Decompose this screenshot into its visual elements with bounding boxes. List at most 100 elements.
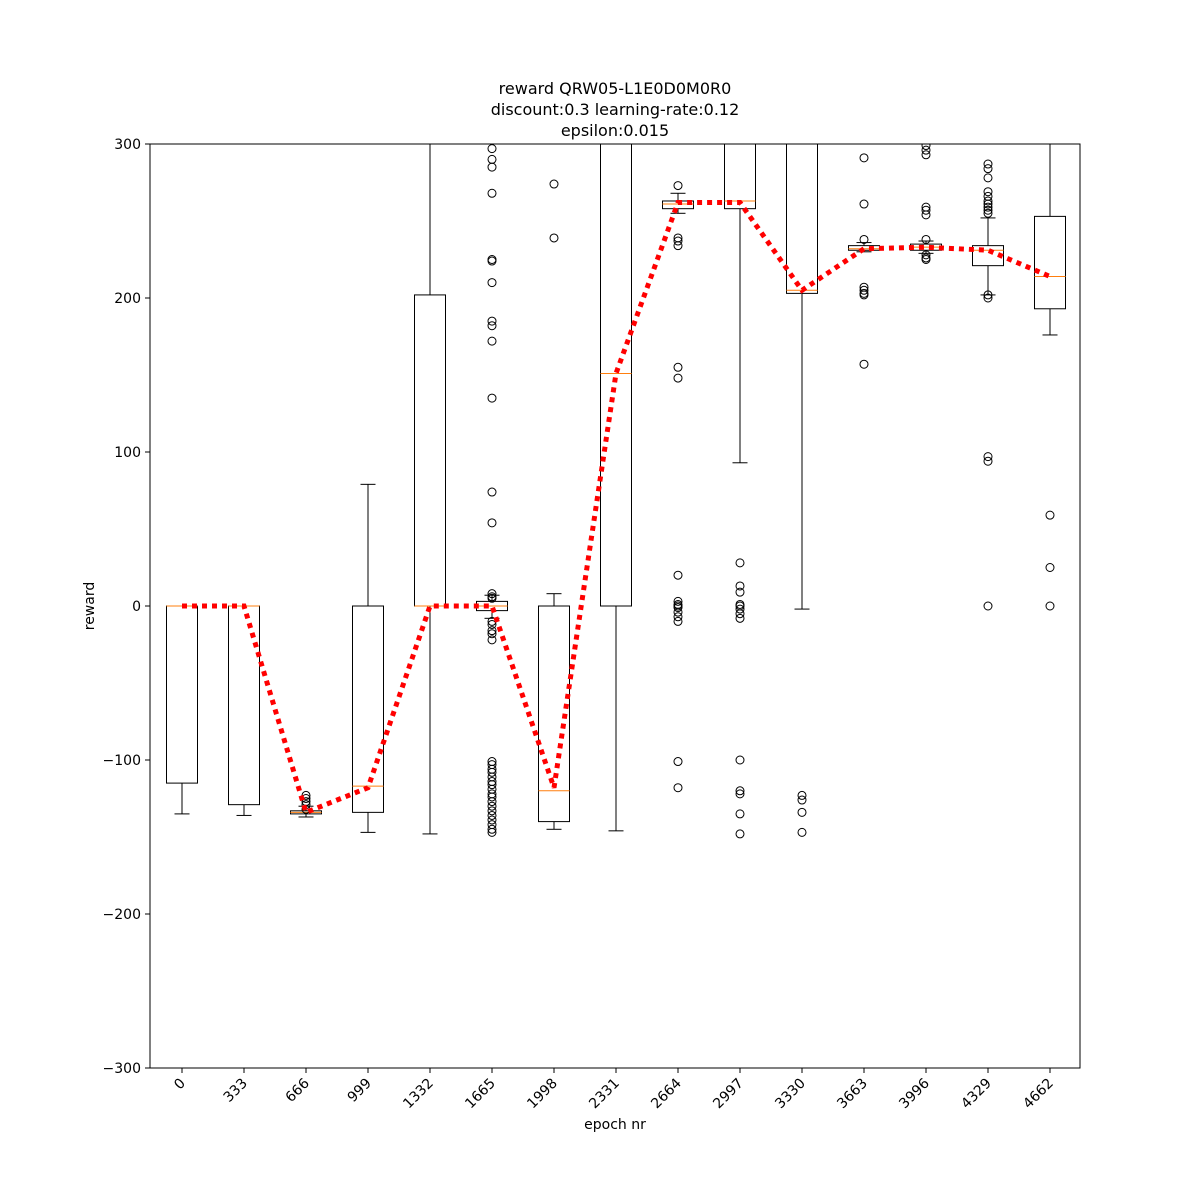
outlier-point [735,587,745,597]
outlier-point [673,612,683,622]
box-iqr [786,144,818,294]
outlier-point [735,786,745,796]
box-999 [352,483,384,833]
outlier-point [921,250,931,260]
chart-title: reward QRW05-L1E0D0M0R0 discount:0.3 lea… [491,79,740,140]
outlier-point [921,210,931,220]
outlier-point [673,603,683,613]
outlier-point [921,255,931,264]
outlier-point [487,487,497,497]
outlier-point [983,205,993,215]
outlier-point [487,626,497,636]
box-iqr [1034,215,1066,310]
y-axis-label: reward [82,582,98,631]
y-tick-label: 0 [132,599,141,615]
outlier-point [487,589,497,599]
outlier-point [797,795,807,805]
outlier-point [921,144,931,151]
outlier-point [983,290,993,300]
outlier-point [487,144,497,154]
outlier-point [487,316,497,326]
box-4329 [972,159,1004,611]
box-iqr [352,605,384,813]
box-4662 [1034,144,1066,611]
outlier-point [735,613,745,623]
outlier-point [673,362,683,372]
outlier-point [487,629,497,639]
outlier-point [983,173,993,183]
outlier-point [983,199,993,209]
outlier-point [1045,601,1055,611]
box-3996 [910,144,942,264]
outlier-point [549,179,559,189]
outlier-point [487,619,497,629]
outlier-point [859,153,869,163]
chart-title-line-1: reward QRW05-L1E0D0M0R0 [499,79,732,98]
outlier-point [983,164,993,174]
outlier-point [673,241,683,251]
outlier-point [487,780,497,790]
outlier-point [487,806,497,816]
outlier-point [983,159,993,169]
box-2997 [724,144,756,839]
y-tick-label: 200 [114,291,141,307]
outlier-point [673,757,683,767]
outlier-point [859,234,869,244]
outlier-point [983,187,993,197]
outlier-point [487,797,497,807]
outlier-point [859,290,869,300]
outlier-point [487,188,497,198]
chart-title-line-2: discount:0.3 learning-rate:0.12 [491,100,740,119]
outlier-point [673,596,683,606]
outlier-point [487,767,497,777]
outlier-point [735,829,745,839]
y-tick-label: −300 [103,1061,141,1077]
outlier-point [673,181,683,191]
outlier-point [673,616,683,626]
outlier-point [487,815,497,825]
box-iqr [724,144,756,210]
outlier-point [487,593,497,603]
outlier-point [487,824,497,834]
outlier-point [735,558,745,568]
outlier-point [859,199,869,209]
outlier-point [983,196,993,206]
outlier-point [983,452,993,462]
y-tick-label: −100 [103,753,141,769]
box-iqr [972,245,1004,267]
outlier-point [983,202,993,212]
outlier-point [735,809,745,819]
outlier-point [859,359,869,369]
y-tick-label: −200 [103,907,141,923]
outlier-point [797,827,807,837]
outlier-point [673,236,683,246]
box-iqr [600,144,632,607]
outlier-point [487,162,497,172]
outlier-point [983,208,993,218]
outlier-point [487,518,497,528]
outlier-point [487,801,497,811]
outlier-point [673,570,683,580]
outlier-point [859,285,869,295]
outlier-point [487,792,497,802]
outlier-point [921,150,931,160]
outlier-point [983,456,993,466]
box-2331 [600,144,632,832]
outlier-point [487,321,497,331]
outlier-point [983,293,993,303]
x-axis-label: epoch nr [584,1117,646,1133]
outlier-point [487,810,497,820]
outlier-point [921,145,931,155]
box-1332 [414,144,446,835]
box-3330 [786,144,818,837]
outlier-point [487,278,497,288]
outlier-point [797,790,807,800]
chart-title-line-3: epsilon:0.015 [561,121,669,140]
outlier-point [1045,510,1055,520]
outlier-point [487,393,497,403]
y-tick-label: 300 [114,137,141,153]
outlier-point [487,635,497,645]
box-1998 [538,179,570,830]
outlier-point [673,607,683,617]
